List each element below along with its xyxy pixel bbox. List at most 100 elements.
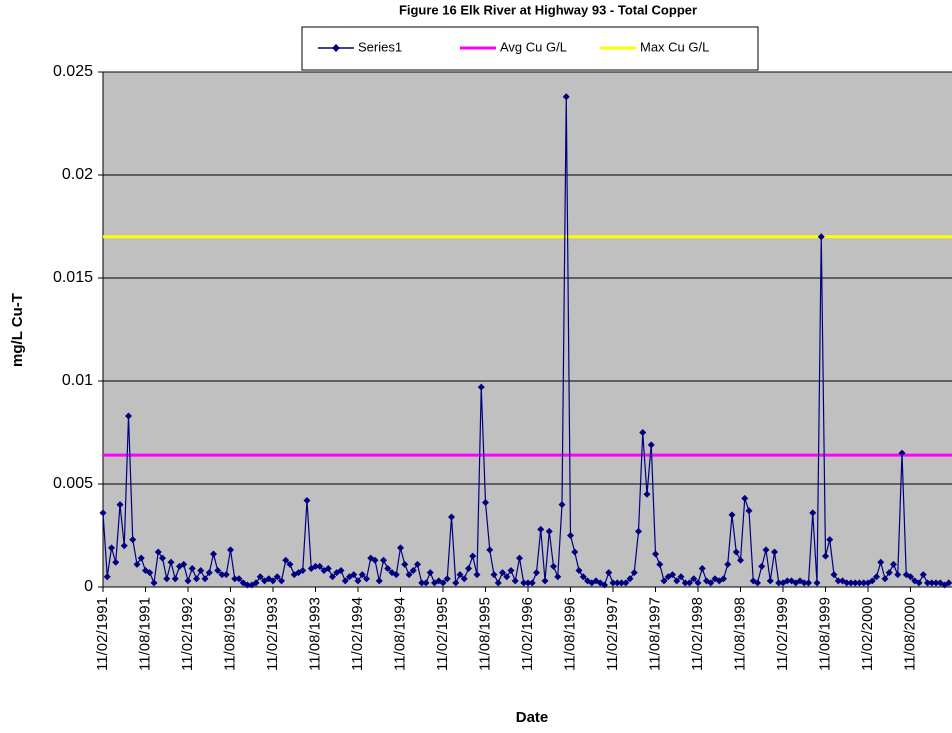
data-point (418, 579, 426, 587)
x-tick-label: 11/08/2000 (901, 597, 918, 671)
data-point (214, 567, 222, 575)
data-point (490, 571, 498, 579)
data-point (771, 548, 778, 556)
y-tick-label: 0.025 (53, 63, 93, 80)
data-point (533, 569, 540, 577)
data-point (741, 494, 749, 502)
data-point (337, 567, 345, 575)
data-point (129, 536, 137, 544)
data-point (579, 573, 587, 581)
x-tick-label: 11/08/1996 (561, 597, 578, 671)
chart-title: Figure 16 Elk River at Highway 93 - Tota… (399, 2, 697, 17)
data-point (375, 577, 383, 585)
data-point (817, 233, 825, 241)
data-point (443, 575, 451, 583)
data-point (516, 554, 523, 562)
x-tick-label: 11/02/1997 (604, 597, 621, 671)
data-point (877, 558, 885, 566)
data-point (626, 575, 634, 583)
data-point (766, 577, 774, 585)
data-point (673, 577, 681, 585)
data-point (894, 571, 902, 579)
data-point (273, 573, 281, 581)
x-tick-label: 11/02/2000 (859, 597, 876, 671)
x-tick-label: 11/02/1994 (349, 597, 366, 671)
data-point (120, 542, 128, 550)
data-point (511, 577, 519, 585)
legend-marker (332, 44, 340, 52)
data-point (707, 579, 715, 587)
data-point (222, 571, 230, 579)
data-point (932, 579, 940, 587)
plot-area (103, 72, 952, 587)
data-point (286, 560, 294, 568)
data-point (465, 564, 472, 572)
data-point (401, 560, 409, 568)
data-point (171, 575, 179, 583)
data-point (125, 412, 132, 420)
x-tick-label: 11/08/1993 (306, 597, 323, 671)
data-point (528, 579, 536, 587)
x-tick-label: 11/02/1998 (689, 597, 706, 671)
data-point (409, 567, 417, 575)
legend (301, 26, 759, 71)
data-point (762, 546, 770, 554)
data-point (809, 509, 817, 517)
data-point (758, 562, 766, 570)
data-point (146, 569, 154, 577)
data-point (252, 579, 260, 587)
data-point (350, 571, 358, 579)
data-point (103, 573, 111, 581)
legend-label: Avg Cu G/L (500, 39, 567, 54)
y-tick-label: 0 (84, 578, 93, 595)
data-point (503, 573, 511, 581)
data-point (724, 560, 732, 568)
data-point (690, 575, 698, 583)
data-point (554, 573, 562, 581)
y-tick-label: 0.02 (62, 166, 93, 183)
data-point (694, 579, 702, 587)
data-point (550, 562, 557, 570)
data-point (728, 511, 736, 519)
y-tick-label: 0.005 (53, 475, 93, 492)
data-point (686, 579, 693, 587)
data-point (448, 513, 455, 521)
data-point (562, 93, 570, 101)
x-tick-label: 11/02/1992 (179, 597, 196, 671)
x-tick-label: 11/02/1991 (94, 597, 111, 671)
data-point (244, 581, 251, 589)
data-point (630, 569, 638, 577)
data-point (456, 571, 464, 579)
data-point (537, 525, 545, 533)
data-point (945, 579, 952, 587)
data-point (452, 579, 460, 587)
data-point (681, 579, 689, 587)
data-point (783, 577, 791, 585)
data-point (924, 579, 931, 587)
data-point (660, 577, 668, 585)
data-point (856, 579, 863, 587)
data-point (341, 577, 349, 585)
data-point (299, 567, 307, 575)
data-point (881, 575, 889, 583)
data-point (363, 575, 370, 583)
x-tick-label: 11/08/1995 (476, 597, 493, 671)
data-point (392, 571, 400, 579)
x-tick-label: 11/08/1991 (136, 597, 153, 671)
data-point (915, 579, 923, 587)
data-point (613, 579, 621, 587)
data-point (486, 546, 494, 554)
data-point (652, 550, 659, 558)
data-point (137, 554, 145, 562)
data-point (656, 560, 664, 568)
data-point (269, 577, 277, 585)
data-point (622, 579, 630, 587)
data-point (167, 558, 175, 566)
data-point (720, 575, 727, 583)
data-point (163, 575, 171, 583)
data-point (609, 579, 617, 587)
data-point (826, 536, 834, 544)
data-point (669, 571, 676, 579)
data-point (928, 579, 936, 587)
x-tick-label: 11/08/1997 (646, 597, 663, 671)
